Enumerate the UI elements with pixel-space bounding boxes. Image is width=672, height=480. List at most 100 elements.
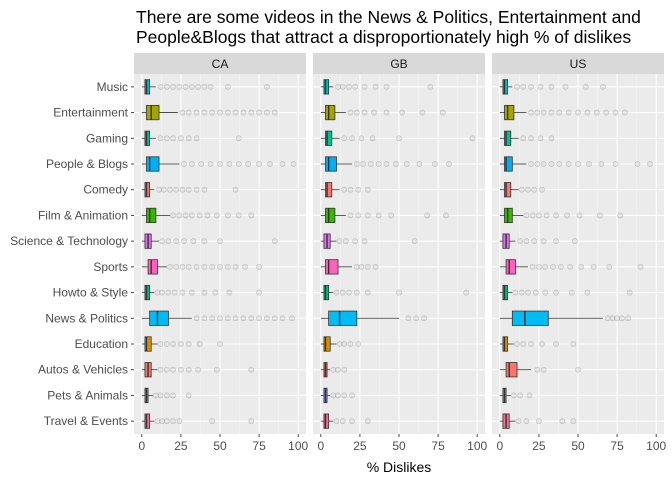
- outlier-point: [528, 161, 534, 167]
- outlier-point: [364, 263, 371, 270]
- box-body: [325, 182, 333, 198]
- outlier-point: [539, 186, 545, 193]
- x-tick-label: 75: [431, 439, 445, 453]
- outlier-point: [349, 135, 355, 142]
- outlier-point: [529, 263, 536, 270]
- box-gaming: [320, 130, 476, 146]
- outlier-point: [625, 315, 631, 322]
- outlier-point: [622, 109, 628, 116]
- box-music: [499, 79, 606, 95]
- box-body: [504, 182, 512, 198]
- outlier-point: [392, 161, 399, 167]
- outlier-point: [514, 83, 520, 90]
- outlier-point: [170, 135, 176, 142]
- box-body: [325, 104, 336, 121]
- outlier-point: [364, 418, 371, 425]
- outlier-point: [185, 392, 192, 399]
- box-body: [146, 156, 160, 172]
- outlier-point: [170, 341, 176, 347]
- outlier-point: [179, 263, 186, 270]
- outlier-point: [419, 109, 426, 116]
- outlier-point: [347, 186, 354, 193]
- box-howto-style: [320, 284, 470, 301]
- outlier-point: [439, 109, 446, 116]
- outlier-point: [217, 109, 223, 116]
- outlier-point: [335, 366, 341, 373]
- outlier-point: [193, 263, 200, 270]
- outlier-point: [224, 315, 231, 322]
- outlier-point: [512, 289, 519, 296]
- outlier-point: [358, 263, 365, 270]
- outlier-point: [201, 238, 208, 245]
- outlier-point: [196, 341, 203, 347]
- outlier-point: [446, 161, 452, 167]
- x-tick-label: 0: [138, 439, 145, 453]
- chart-title-line-2: People&Blogs that attract a disproportio…: [136, 27, 631, 47]
- outlier-point: [353, 289, 360, 296]
- outlier-point: [207, 161, 214, 167]
- outlier-point: [341, 186, 348, 193]
- y-tick-label: Pets & Animals: [47, 388, 128, 402]
- outlier-point: [371, 109, 377, 116]
- outlier-point: [165, 289, 172, 296]
- outlier-point: [179, 289, 186, 296]
- outlier-point: [182, 212, 189, 219]
- outlier-point: [537, 83, 544, 90]
- outlier-point: [217, 161, 223, 167]
- outlier-point: [178, 366, 184, 373]
- outlier-point: [543, 212, 550, 219]
- outlier-point: [557, 263, 564, 270]
- outlier-point: [235, 135, 242, 142]
- outlier-point: [178, 135, 184, 142]
- outlier-point: [383, 83, 390, 90]
- outlier-point: [157, 83, 164, 90]
- outlier-point: [185, 109, 192, 116]
- outlier-point: [217, 341, 223, 347]
- outlier-point: [256, 109, 262, 116]
- outlier-point: [170, 366, 176, 373]
- outlier-point: [614, 315, 620, 322]
- outlier-point: [443, 212, 449, 219]
- box-body: [502, 79, 509, 95]
- outlier-point: [336, 341, 343, 347]
- outlier-point: [163, 83, 170, 90]
- outlier-point: [224, 83, 231, 90]
- outlier-point: [264, 315, 270, 322]
- outlier-point: [570, 418, 577, 425]
- box-body: [505, 362, 518, 378]
- box-body: [146, 207, 157, 224]
- outlier-point: [369, 135, 376, 142]
- outlier-point: [571, 238, 578, 245]
- outlier-point: [405, 315, 412, 322]
- box-body: [323, 284, 330, 301]
- outlier-point: [536, 418, 542, 425]
- outlier-point: [341, 341, 348, 347]
- outlier-point: [209, 109, 216, 116]
- outlier-point: [548, 83, 555, 90]
- outlier-point: [248, 212, 255, 219]
- outlier-point: [534, 161, 541, 167]
- outlier-point: [157, 135, 164, 142]
- outlier-point: [570, 341, 577, 347]
- outlier-point: [339, 418, 346, 425]
- box-film-animation: [320, 207, 449, 224]
- outlier-point: [575, 109, 581, 116]
- outlier-point: [201, 83, 208, 90]
- outlier-point: [520, 341, 527, 347]
- box-body: [325, 130, 333, 146]
- outlier-point: [542, 263, 549, 270]
- outlier-point: [582, 83, 589, 90]
- outlier-point: [618, 315, 625, 322]
- outlier-point: [173, 263, 180, 270]
- y-tick-label: Science & Technology: [10, 234, 128, 248]
- outlier-point: [590, 263, 597, 270]
- outlier-point: [396, 135, 402, 142]
- x-tick-label: 25: [174, 439, 188, 453]
- outlier-point: [609, 315, 616, 322]
- outlier-point: [559, 418, 566, 425]
- box-education: [141, 336, 223, 352]
- box-body: [504, 130, 512, 146]
- outlier-point: [201, 263, 208, 270]
- outlier-point: [193, 315, 200, 322]
- outlier-point: [553, 341, 560, 347]
